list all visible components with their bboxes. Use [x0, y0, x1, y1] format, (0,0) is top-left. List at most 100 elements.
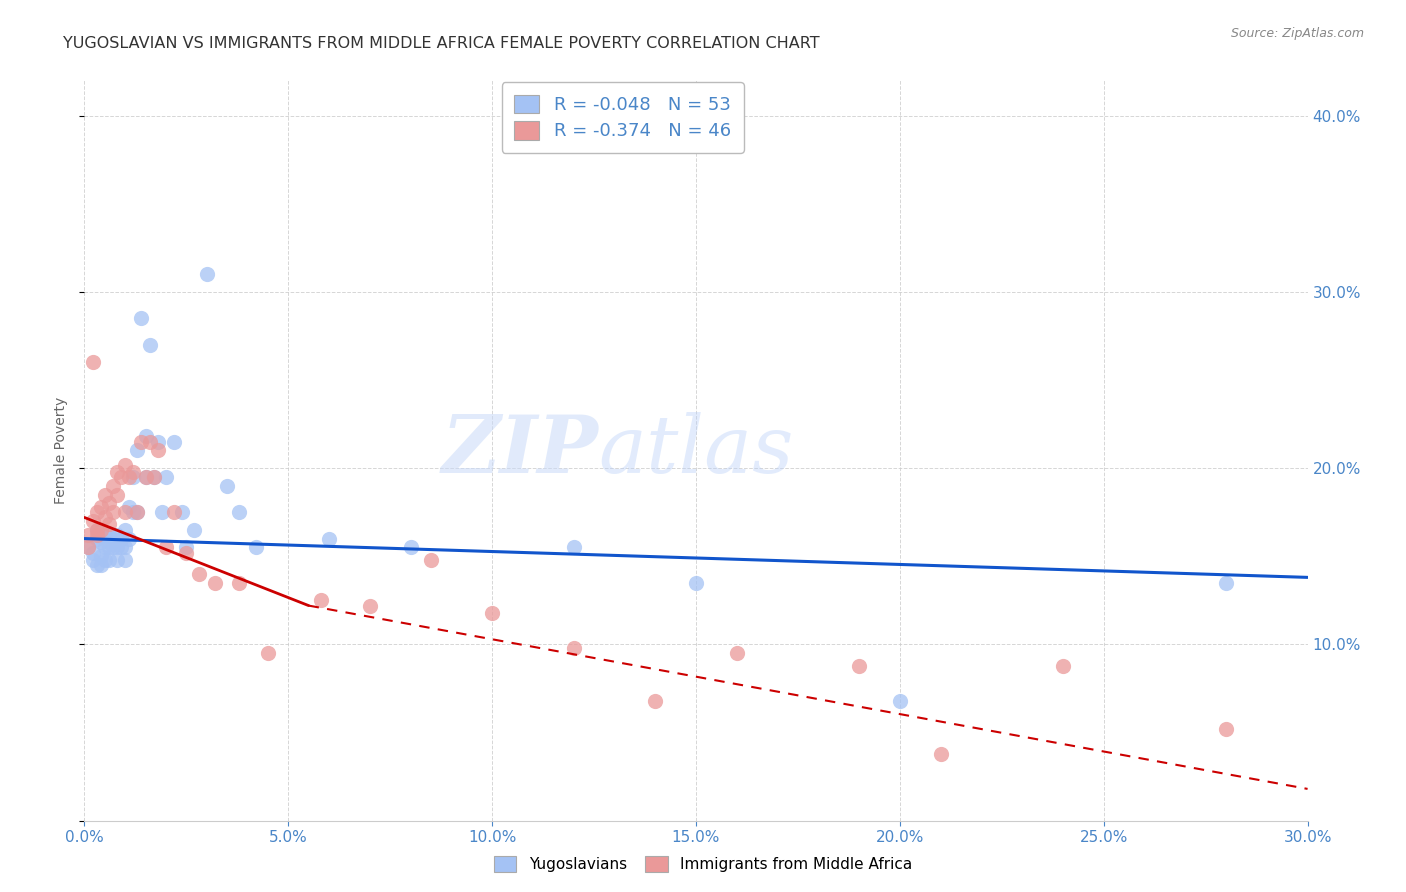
Point — [101, 541, 124, 555]
Y-axis label: Female Poverty: Female Poverty — [55, 397, 69, 504]
Point — [105, 541, 128, 555]
Point — [228, 575, 250, 590]
Text: ZIP: ZIP — [441, 412, 598, 489]
Point — [131, 434, 153, 449]
Point — [82, 546, 104, 560]
Point — [82, 553, 104, 567]
Point — [146, 434, 169, 449]
Point — [1215, 722, 1237, 736]
Point — [122, 465, 145, 479]
Point — [93, 510, 115, 524]
Point — [1215, 575, 1237, 590]
Point — [399, 541, 422, 555]
Point — [114, 553, 136, 567]
Point — [101, 532, 124, 546]
Point — [118, 500, 141, 514]
Point — [114, 523, 136, 537]
Point — [118, 532, 141, 546]
Point — [135, 470, 157, 484]
Point — [1052, 658, 1074, 673]
Point — [228, 505, 250, 519]
Text: Source: ZipAtlas.com: Source: ZipAtlas.com — [1230, 27, 1364, 40]
Point — [135, 470, 157, 484]
Point — [848, 658, 870, 673]
Point — [187, 566, 209, 581]
Point — [101, 479, 124, 493]
Point — [155, 541, 177, 555]
Point — [77, 541, 100, 555]
Point — [685, 575, 707, 590]
Point — [114, 541, 136, 555]
Point — [118, 470, 141, 484]
Point — [204, 575, 226, 590]
Point — [97, 496, 120, 510]
Point — [174, 541, 197, 555]
Point — [146, 443, 169, 458]
Point — [77, 541, 100, 555]
Point — [110, 532, 132, 546]
Point — [929, 747, 952, 761]
Point — [131, 311, 153, 326]
Point — [90, 549, 112, 564]
Point — [163, 434, 186, 449]
Point — [142, 470, 165, 484]
Point — [889, 694, 911, 708]
Text: YUGOSLAVIAN VS IMMIGRANTS FROM MIDDLE AFRICA FEMALE POVERTY CORRELATION CHART: YUGOSLAVIAN VS IMMIGRANTS FROM MIDDLE AF… — [63, 36, 820, 51]
Point — [93, 487, 115, 501]
Legend: R = -0.048   N = 53, R = -0.374   N = 46: R = -0.048 N = 53, R = -0.374 N = 46 — [502, 82, 744, 153]
Point — [86, 505, 108, 519]
Point — [122, 505, 145, 519]
Point — [86, 523, 108, 537]
Point — [97, 517, 120, 532]
Point — [135, 429, 157, 443]
Point — [97, 553, 120, 567]
Point — [127, 505, 149, 519]
Text: atlas: atlas — [598, 412, 793, 489]
Point — [105, 465, 128, 479]
Point — [90, 558, 112, 572]
Point — [90, 500, 112, 514]
Point — [105, 487, 128, 501]
Point — [90, 535, 112, 549]
Point — [97, 528, 120, 542]
Point — [86, 558, 108, 572]
Point — [138, 337, 160, 351]
Point — [195, 267, 218, 281]
Point — [257, 646, 280, 660]
Point — [77, 528, 100, 542]
Point — [725, 646, 748, 660]
Point — [155, 470, 177, 484]
Point — [562, 640, 585, 655]
Point — [127, 443, 149, 458]
Point — [217, 479, 239, 493]
Point — [105, 553, 128, 567]
Point — [359, 599, 381, 613]
Point — [110, 541, 132, 555]
Point — [101, 505, 124, 519]
Point — [93, 553, 115, 567]
Point — [93, 528, 115, 542]
Legend: Yugoslavians, Immigrants from Middle Africa: Yugoslavians, Immigrants from Middle Afr… — [486, 848, 920, 880]
Point — [86, 528, 108, 542]
Point — [114, 505, 136, 519]
Point — [163, 505, 186, 519]
Point — [127, 505, 149, 519]
Point — [82, 355, 104, 369]
Point — [86, 523, 108, 537]
Point — [90, 523, 112, 537]
Point — [142, 470, 165, 484]
Point — [110, 470, 132, 484]
Point — [97, 541, 120, 555]
Point — [172, 505, 194, 519]
Point — [420, 553, 443, 567]
Point — [93, 541, 115, 555]
Point — [644, 694, 666, 708]
Point — [150, 505, 173, 519]
Point — [318, 532, 340, 546]
Point — [105, 528, 128, 542]
Point — [82, 514, 104, 528]
Point — [309, 593, 332, 607]
Point — [245, 541, 267, 555]
Point — [114, 458, 136, 472]
Point — [86, 532, 108, 546]
